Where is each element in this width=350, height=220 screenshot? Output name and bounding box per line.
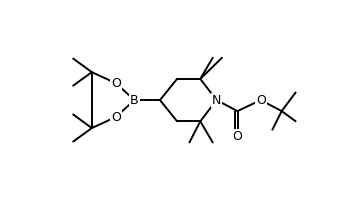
Text: O: O: [111, 110, 121, 123]
Text: B: B: [130, 94, 139, 106]
Text: N: N: [212, 94, 221, 106]
Text: O: O: [232, 130, 243, 143]
Text: O: O: [111, 77, 121, 90]
Text: O: O: [256, 94, 266, 106]
